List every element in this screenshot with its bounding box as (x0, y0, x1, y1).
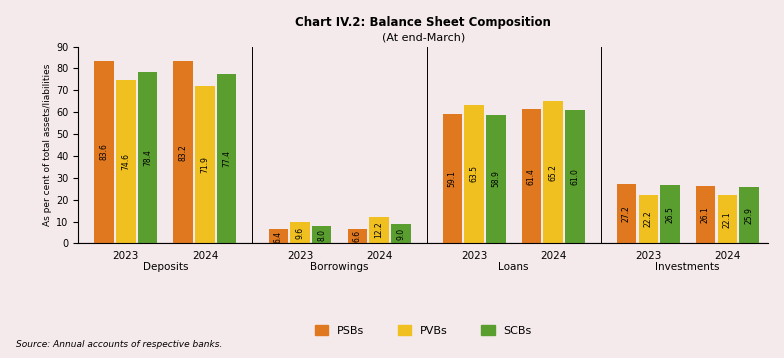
Bar (369, 217, 389, 243)
Text: 2024: 2024 (540, 251, 566, 261)
Text: 59.1: 59.1 (448, 170, 457, 187)
Text: Chart IV.2: Balance Sheet Composition: Chart IV.2: Balance Sheet Composition (296, 16, 551, 29)
Bar (565, 110, 585, 243)
Bar (464, 105, 484, 243)
Text: 12.2: 12.2 (375, 222, 383, 238)
Text: 74.6: 74.6 (122, 153, 130, 170)
Text: 2023: 2023 (635, 251, 662, 261)
Text: 61.4: 61.4 (527, 168, 535, 185)
Text: 2023: 2023 (461, 251, 488, 261)
Bar (486, 115, 506, 243)
Bar (521, 109, 541, 243)
Bar (217, 74, 237, 243)
Bar (94, 61, 114, 243)
Text: (At end-March): (At end-March) (382, 33, 465, 43)
Bar (290, 222, 310, 243)
Bar (638, 195, 658, 243)
Bar (717, 195, 737, 243)
Bar (173, 62, 193, 243)
Legend: PSBs, PVBs, SCBs: PSBs, PVBs, SCBs (310, 321, 536, 340)
Text: 25.9: 25.9 (745, 207, 753, 223)
Bar (116, 80, 136, 243)
Text: Borrowings: Borrowings (310, 262, 368, 272)
Text: 9.0: 9.0 (397, 228, 405, 240)
Bar (391, 224, 411, 243)
Text: 2023: 2023 (287, 251, 314, 261)
Text: 27.2: 27.2 (622, 205, 631, 222)
Text: Investments: Investments (655, 262, 720, 272)
Text: 22.2: 22.2 (644, 211, 653, 227)
Text: 26.1: 26.1 (701, 207, 710, 223)
Bar (195, 86, 215, 243)
Bar (347, 229, 367, 243)
Bar (617, 184, 636, 243)
Text: 2024: 2024 (714, 251, 740, 261)
Text: 2024: 2024 (366, 251, 392, 261)
Bar (312, 226, 332, 243)
Text: 58.9: 58.9 (492, 170, 500, 188)
Text: 2023: 2023 (113, 251, 139, 261)
Bar (138, 72, 158, 243)
Text: 26.5: 26.5 (666, 206, 674, 223)
Text: 8.0: 8.0 (318, 229, 326, 241)
Text: 63.5: 63.5 (470, 165, 478, 183)
Text: 9.6: 9.6 (296, 227, 304, 239)
Bar (269, 229, 288, 243)
Text: 71.9: 71.9 (201, 156, 209, 173)
Text: 61.0: 61.0 (571, 168, 579, 185)
Text: 83.2: 83.2 (179, 144, 187, 161)
Bar (739, 187, 759, 243)
Text: 2024: 2024 (192, 251, 218, 261)
Text: 6.4: 6.4 (274, 231, 283, 242)
Text: 83.6: 83.6 (100, 144, 109, 160)
Text: Loans: Loans (499, 262, 529, 272)
Bar (660, 185, 680, 243)
Text: Deposits: Deposits (143, 262, 188, 272)
Text: Source: Annual accounts of respective banks.: Source: Annual accounts of respective ba… (16, 340, 222, 349)
Bar (695, 186, 715, 243)
Text: 22.1: 22.1 (723, 211, 731, 228)
Text: 78.4: 78.4 (143, 149, 152, 166)
Bar (543, 101, 563, 243)
Y-axis label: As per cent of total assets/liabilities: As per cent of total assets/liabilities (43, 64, 53, 226)
Text: 6.6: 6.6 (353, 230, 361, 242)
Text: 65.2: 65.2 (549, 164, 557, 180)
Text: 77.4: 77.4 (223, 150, 231, 167)
Bar (443, 114, 462, 243)
